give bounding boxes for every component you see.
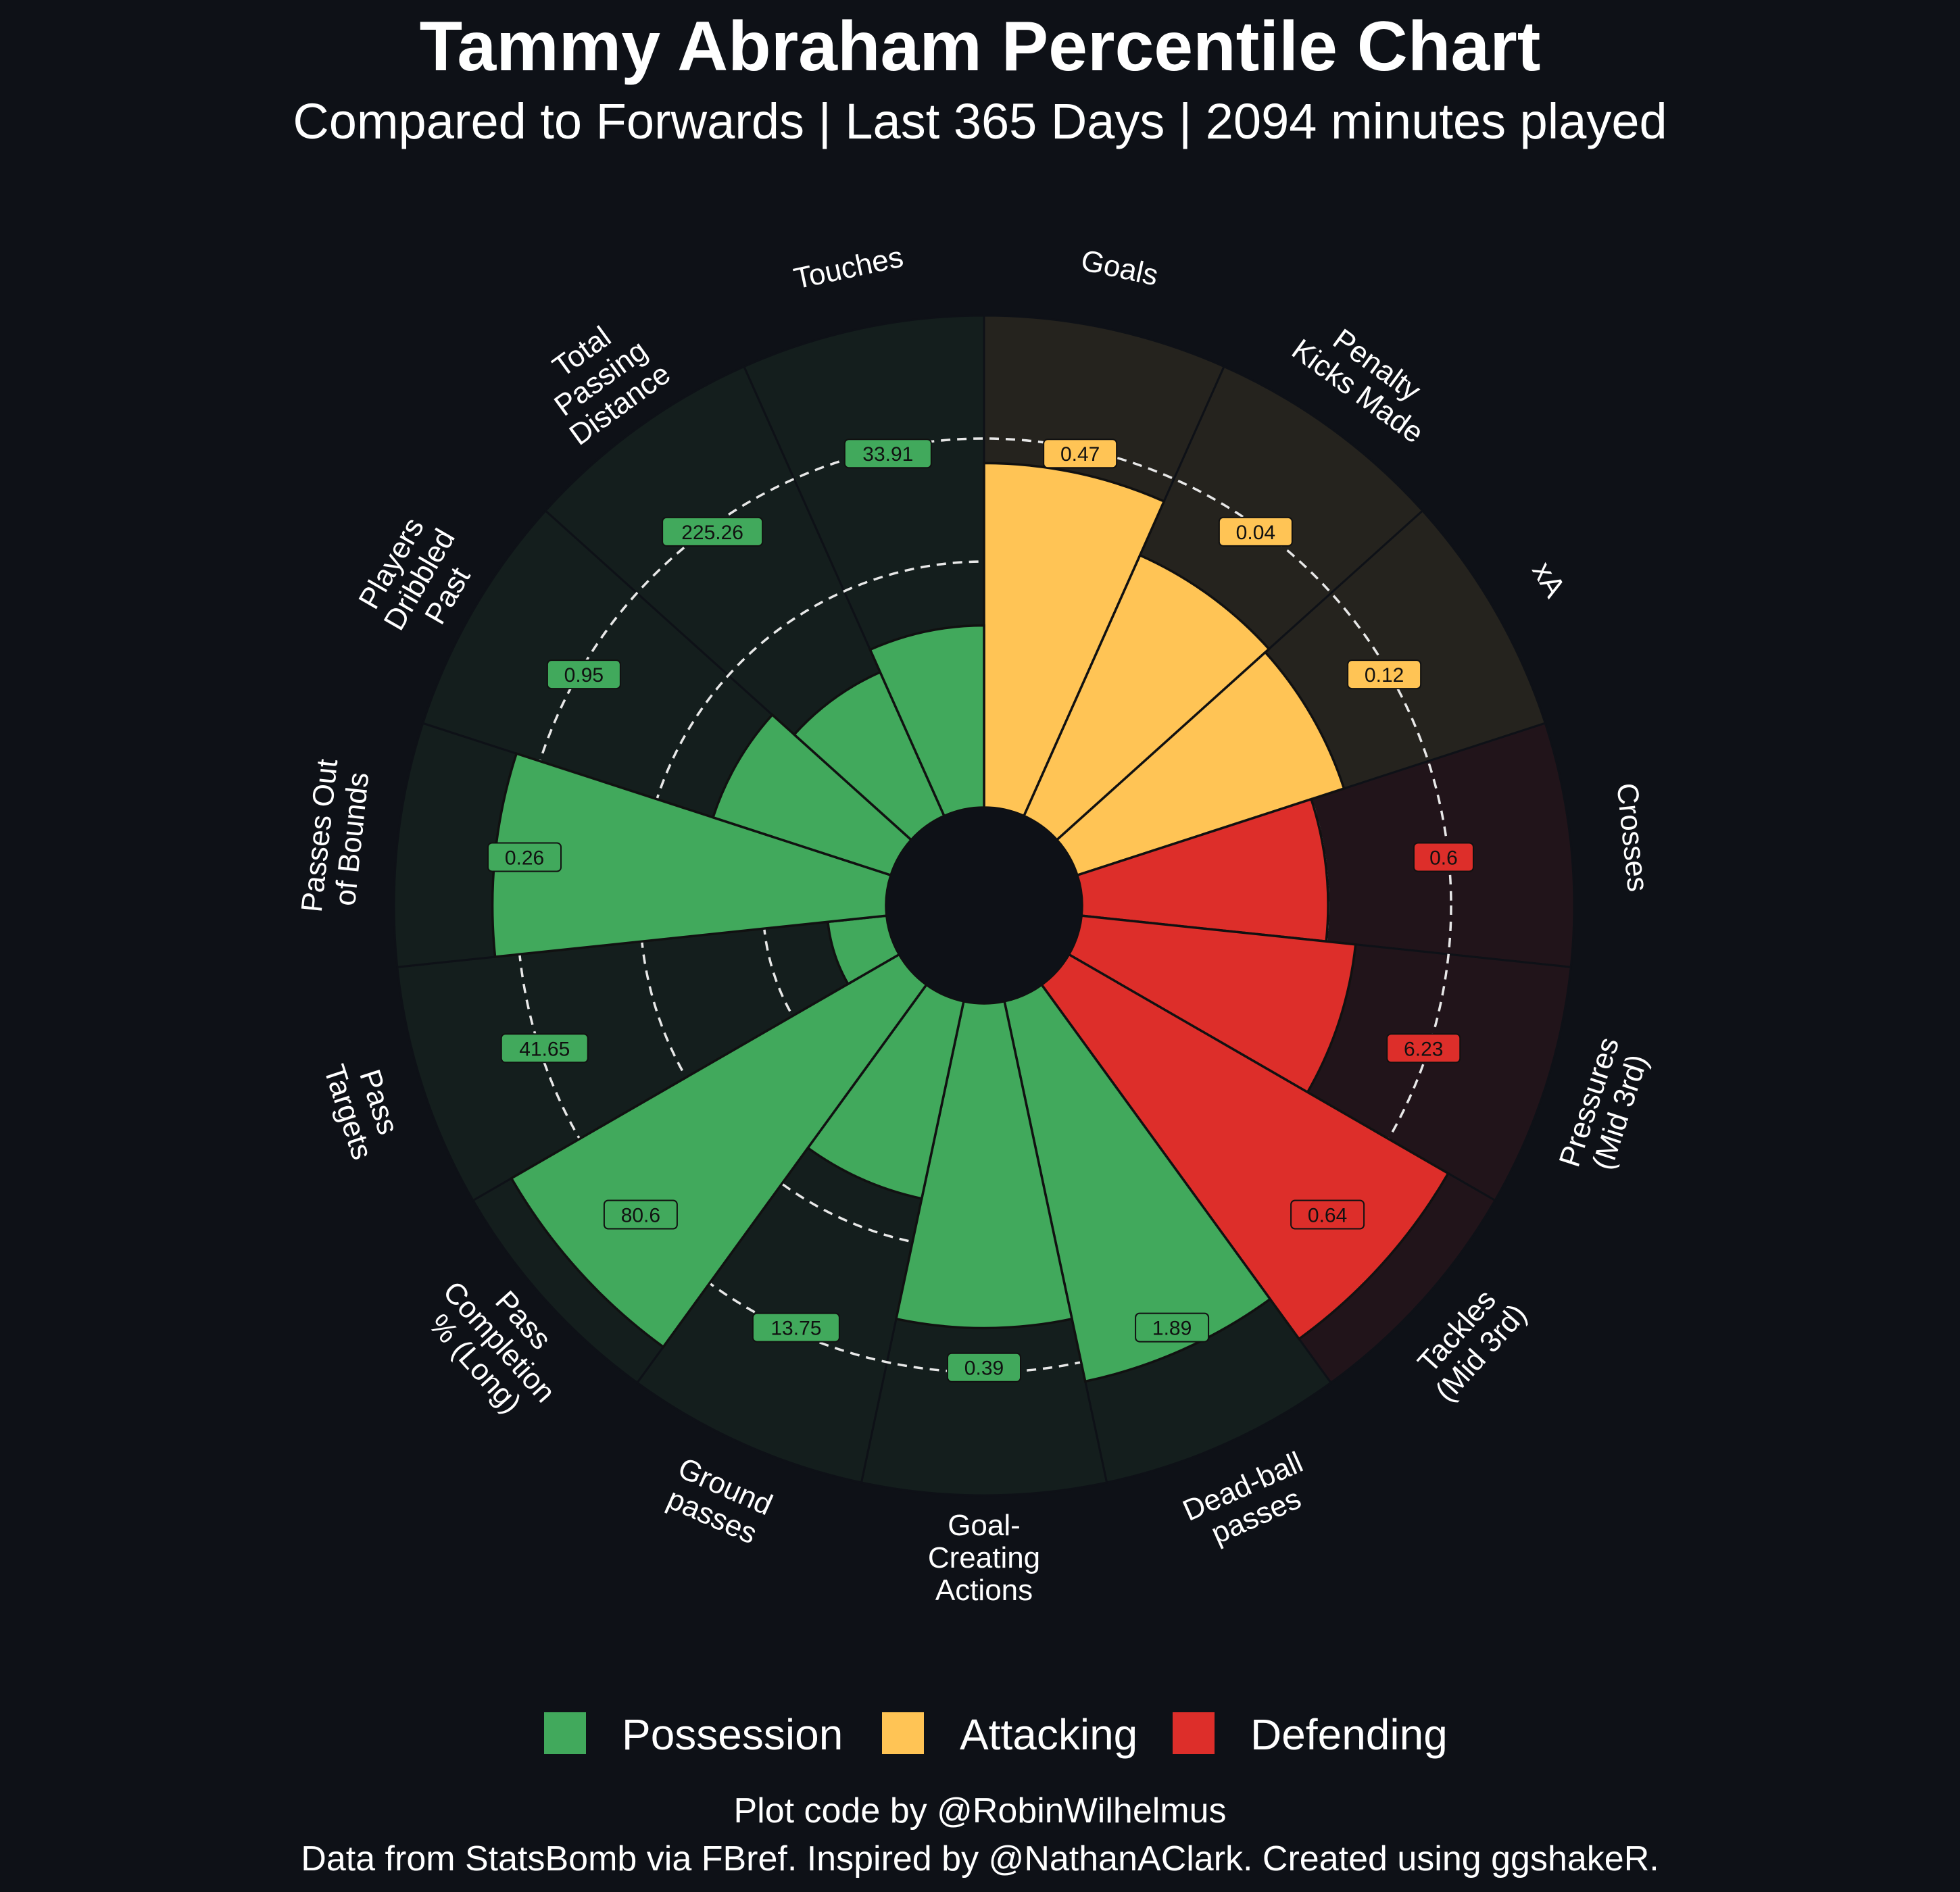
legend-swatch-attacking: [882, 1712, 924, 1754]
value-label-box: [603, 1199, 678, 1230]
value-label-text: 0.6: [1429, 847, 1458, 870]
value-label-box: [1043, 439, 1118, 469]
value-label-box: [1347, 659, 1422, 690]
value-label-total-passing-distance: 225.26: [662, 516, 764, 547]
value-label-text: 1.89: [1152, 1318, 1192, 1340]
value-label-box: [1413, 842, 1474, 872]
value-label-text: 0.39: [964, 1358, 1004, 1380]
value-label-box: [662, 516, 764, 547]
category-label-passes-out-of-bounds: Passes Outof Bounds: [295, 757, 376, 917]
caption-credit: Plot code by @RobinWilhelmus: [733, 1791, 1226, 1831]
caption-source: Data from StatsBomb via FBref. Inspired …: [301, 1839, 1659, 1878]
value-label-pass-completion-long: 80.6: [603, 1199, 678, 1230]
legend-swatch-possession: [544, 1712, 586, 1754]
category-label-line: Creating: [928, 1541, 1040, 1574]
value-label-touches: 33.91: [843, 439, 932, 469]
value-label-ground-passes: 13.75: [752, 1312, 840, 1343]
value-label-box: [843, 439, 932, 469]
category-label-line: Goal-: [948, 1509, 1021, 1542]
value-label-box: [1135, 1312, 1210, 1343]
value-label-players-dribbled-past: 0.95: [546, 659, 621, 690]
value-label-tackles-mid-3rd: 0.64: [1290, 1199, 1365, 1230]
value-label-text: 13.75: [770, 1318, 821, 1340]
legend-item-attacking: Attacking: [882, 1710, 1137, 1759]
chart-title: Tammy Abraham Percentile Chart: [420, 7, 1541, 86]
category-label-line: Actions: [935, 1574, 1033, 1607]
polar-bar-plot: 0.47 0.04 0.12 0.6 6.23 0.64 1.89 0.39 13.75 80.6…: [295, 241, 1655, 1607]
value-label-xa: 0.12: [1347, 659, 1422, 690]
value-labels: 0.47 0.04 0.12 0.6 6.23 0.64 1.89 0.39 13.75 80.6…: [487, 439, 1474, 1383]
legend-label-possession: Possession: [622, 1710, 843, 1759]
value-label-box: [752, 1312, 840, 1343]
legend-label-attacking: Attacking: [960, 1710, 1137, 1759]
value-label-passes-out-of-bounds: 0.26: [487, 842, 562, 872]
value-label-text: 33.91: [862, 443, 913, 466]
value-label-text: 225.26: [681, 522, 743, 544]
legend-swatch-defending: [1173, 1712, 1215, 1754]
category-label-goal-creating-actions: Goal-Creating Actions: [928, 1509, 1040, 1607]
value-label-box: [1386, 1033, 1461, 1064]
center-hole: [886, 807, 1082, 1003]
value-label-goals: 0.47: [1043, 439, 1118, 469]
legend-label-defending: Defending: [1250, 1710, 1448, 1759]
value-label-text: 0.26: [505, 847, 544, 870]
value-label-text: 0.95: [564, 664, 604, 687]
legend-item-defending: Defending: [1173, 1710, 1448, 1759]
value-label-pressures-mid-3rd: 6.23: [1386, 1033, 1461, 1064]
category-label-players-dribbled-past: PlayersDribbledPast: [349, 507, 490, 652]
value-label-box: [1290, 1199, 1365, 1230]
value-label-text: 0.47: [1060, 443, 1100, 466]
value-label-box: [487, 842, 562, 872]
value-label-box: [546, 659, 621, 690]
legend: Possession Attacking Defending: [544, 1710, 1448, 1759]
value-label-box: [947, 1352, 1021, 1383]
value-label-text: 41.65: [519, 1038, 570, 1060]
value-label-box: [1218, 516, 1293, 547]
bars: [491, 462, 1450, 1383]
value-label-pass-targets: 41.65: [500, 1033, 589, 1064]
value-label-text: 0.64: [1308, 1204, 1347, 1226]
value-label-goal-creating-actions: 0.39: [947, 1352, 1021, 1383]
value-label-text: 6.23: [1404, 1038, 1443, 1060]
value-label-text: 80.6: [621, 1204, 660, 1226]
value-label-text: 0.12: [1365, 664, 1404, 687]
value-label-text: 0.04: [1236, 522, 1275, 544]
value-label-penalty-kicks-made: 0.04: [1218, 516, 1293, 547]
value-label-dead-ball-passes: 1.89: [1135, 1312, 1210, 1343]
chart-subtitle: Compared to Forwards | Last 365 Days | 2…: [293, 93, 1667, 149]
legend-item-possession: Possession: [544, 1710, 843, 1759]
value-label-crosses: 0.6: [1413, 842, 1474, 872]
value-label-box: [500, 1033, 589, 1064]
